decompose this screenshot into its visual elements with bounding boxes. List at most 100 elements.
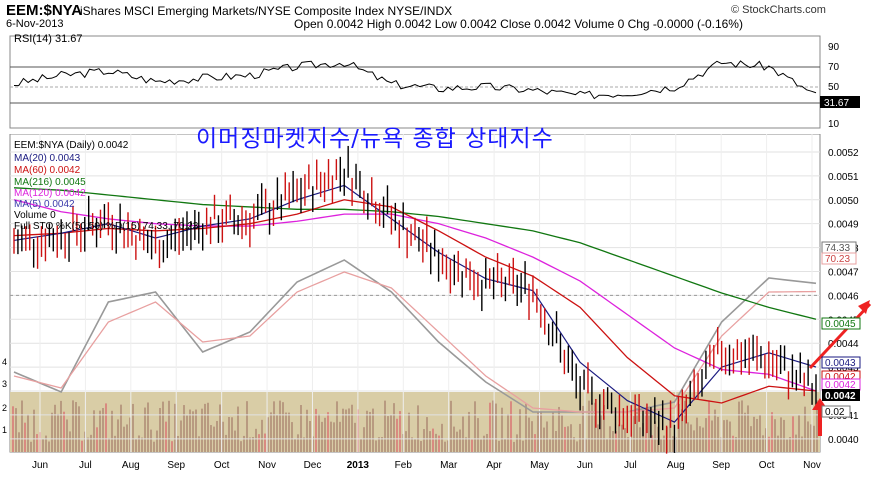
volume-bar: [711, 420, 713, 452]
volume-bar: [27, 414, 29, 452]
volume-bar: [495, 403, 497, 452]
volume-bar: [225, 434, 227, 452]
volume-bar: [705, 418, 707, 452]
volume-bar: [525, 403, 527, 452]
vol-tick-2: 2: [2, 403, 7, 413]
volume-bar: [204, 403, 206, 452]
volume-bar: [33, 409, 35, 452]
volume-bar: [390, 414, 392, 452]
volume-bar: [117, 419, 119, 452]
volume-bar: [615, 431, 617, 452]
volume-bar: [147, 402, 149, 452]
volume-bar: [174, 403, 176, 452]
volume-bar: [45, 435, 47, 452]
volume-bar: [150, 429, 152, 452]
legend-ma216: MA(216) 0.0045: [14, 177, 86, 188]
volume-bar: [606, 439, 608, 452]
volume-bar: [435, 433, 437, 452]
volume-bar: [246, 401, 248, 452]
volume-bar: [777, 435, 779, 452]
volume-bar: [498, 440, 500, 452]
volume-bar: [396, 418, 398, 452]
volume-bar: [501, 407, 503, 452]
volume-bar: [153, 441, 155, 452]
volume-bar: [273, 401, 275, 452]
ma120-tag: 0.0042: [825, 380, 856, 391]
price-tick-label: 0.0044: [828, 339, 859, 350]
volume-bar: [585, 438, 587, 452]
volume-bar: [798, 415, 800, 452]
ma60-tag: 0.0042: [825, 372, 856, 383]
volume-bar: [42, 439, 44, 452]
month-tick-label: Feb: [395, 460, 413, 471]
vol-tick-4: 4: [2, 357, 7, 367]
month-tick-label: Jul: [79, 460, 92, 471]
volume-bar: [138, 435, 140, 452]
volume-bar: [303, 437, 305, 452]
volume-bar: [732, 435, 734, 452]
volume-bar: [330, 421, 332, 452]
volume-bar: [618, 424, 620, 452]
volume-bar: [807, 421, 809, 452]
volume-bar: [624, 428, 626, 452]
volume-bar: [306, 409, 308, 452]
volume-bar: [63, 411, 65, 452]
volume-bar: [15, 408, 17, 452]
volume-bar: [261, 419, 263, 452]
volume-bar: [123, 426, 125, 452]
volume-bar: [12, 406, 14, 452]
volume-bar: [105, 403, 107, 452]
volume-bar: [36, 434, 38, 452]
volume-bar: [597, 424, 599, 452]
volume-bar: [405, 431, 407, 452]
volume-bar: [489, 402, 491, 452]
volume-bar: [657, 426, 659, 452]
volume-bar: [384, 400, 386, 452]
volume-bar: [285, 412, 287, 452]
volume-bar: [144, 407, 146, 452]
volume-bar: [447, 440, 449, 452]
volume-bar: [93, 410, 95, 452]
volume-bar: [342, 408, 344, 452]
volume-bar: [282, 402, 284, 452]
rsi-tick-90: 90: [828, 42, 840, 53]
volume-bar: [60, 400, 62, 452]
volume-bar: [222, 421, 224, 452]
volume-bar: [747, 405, 749, 452]
rsi-value-tag: 31.67: [824, 98, 849, 109]
volume-bar: [660, 438, 662, 452]
volume-bar: [231, 417, 233, 452]
volume-bar: [573, 437, 575, 452]
rsi-tick-70: 70: [828, 62, 840, 73]
month-tick-label: Nov: [803, 460, 821, 471]
month-x-ticks: Jun Jul Aug Sep Oct Nov Dec 2013 Feb Mar Apr May Jun…: [32, 460, 821, 471]
ma216-tag: 0.0045: [825, 319, 856, 330]
price-tick-label: 0.0047: [828, 267, 859, 278]
volume-bar: [414, 439, 416, 452]
volume-bar: [411, 437, 413, 452]
volume-bar: [756, 418, 758, 452]
month-tick-label: Oct: [759, 460, 775, 471]
volume-bar: [99, 410, 101, 452]
volume-bar: [477, 418, 479, 452]
volume-bar: [24, 422, 26, 452]
volume-bar: [795, 434, 797, 452]
rsi-label: RSI(14) 31.67: [14, 33, 83, 45]
volume-bar: [438, 435, 440, 452]
volume-bar: [681, 409, 683, 452]
volume-bar: [417, 405, 419, 452]
volume-bar: [162, 401, 164, 452]
volume-bar: [633, 416, 635, 452]
volume-bar: [519, 409, 521, 452]
rsi-line: [13, 60, 817, 100]
volume-bar: [642, 423, 644, 452]
ohlc-summary: Open 0.0042 High 0.0042 Low 0.0042 Close…: [294, 17, 743, 31]
volume-bar: [270, 412, 272, 452]
volume-bar: [297, 434, 299, 452]
volume-bar: [216, 420, 218, 452]
volume-bar: [444, 441, 446, 452]
ticker-description: iShares MSCI Emerging Markets/NYSE Compo…: [80, 4, 453, 18]
month-tick-label: Aug: [667, 460, 685, 471]
month-tick-label: Jun: [32, 460, 48, 471]
volume-bar: [549, 439, 551, 452]
